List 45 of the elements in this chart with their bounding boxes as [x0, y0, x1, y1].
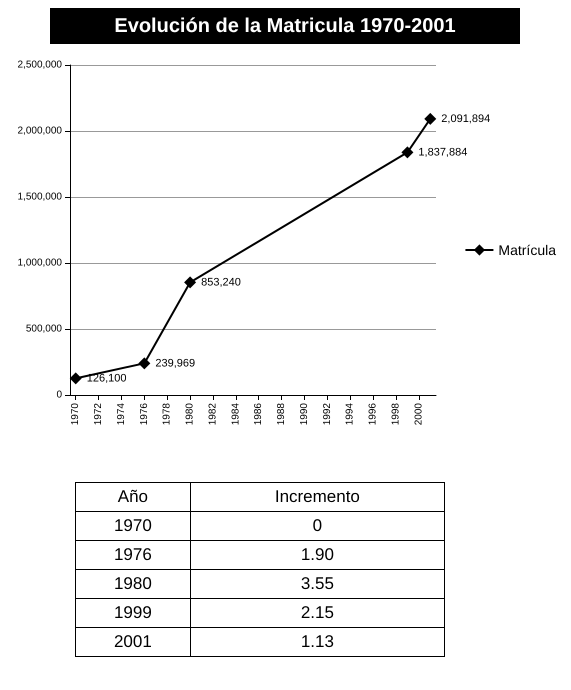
point [138, 357, 150, 370]
x-tick-label: 1988 [276, 402, 288, 426]
y-tick-label: 500,000 [26, 324, 62, 334]
point [184, 276, 196, 288]
data-label: 853,240 [201, 276, 241, 288]
y-tick-label: 1,000,000 [18, 258, 62, 268]
category-label: 1980 [76, 570, 190, 598]
x-tick-label: 1982 [207, 402, 218, 426]
text: 2.15 [300, 603, 334, 622]
text: 1.90 [300, 545, 334, 564]
x-tick-label: 1972 [93, 402, 104, 426]
x-tick-label: 1984 [230, 402, 242, 426]
point [424, 112, 436, 125]
category-label: 1970 [76, 512, 190, 540]
x-tick-label: 1976 [138, 402, 150, 426]
text: 3.55 [300, 574, 334, 593]
legend-label: Matrícula [498, 242, 556, 258]
y-tick-label: 0 [56, 390, 62, 400]
x-tick-label: 1992 [322, 402, 333, 426]
x-tick-label: 1996 [368, 402, 379, 426]
data-label: 239,969 [155, 357, 196, 370]
x-tick-label: 1974 [116, 402, 127, 426]
data-label: 1,837,884 [418, 146, 468, 158]
x-tick-label: 1986 [253, 402, 264, 426]
category-label: 2001 [76, 628, 190, 656]
category-label: 1976 [76, 540, 190, 570]
x-tick-label: 1970 [70, 402, 82, 426]
chart-title: Evolución de la Matricula 1970-2001 [50, 8, 520, 44]
point [70, 372, 82, 384]
x-tick-label: 1978 [162, 402, 173, 426]
text: 0 [312, 516, 322, 535]
y-tick-label: 1,500,000 [18, 192, 62, 202]
text: Año [76, 482, 190, 512]
x-tick-label: 2000 [413, 402, 424, 426]
x-tick-label: 1990 [298, 402, 310, 426]
y-tick-label: 2,500,000 [18, 60, 62, 70]
x-tick-label: 1998 [390, 402, 402, 426]
point [401, 146, 414, 158]
text: 1.13 [300, 632, 334, 651]
data-label: 2,091,894 [441, 112, 490, 125]
y-tick-label: 2,000,000 [18, 126, 62, 136]
x-tick-label: 1980 [184, 402, 196, 426]
category-label: 1999 [76, 598, 190, 628]
x-tick-label: 1994 [344, 402, 356, 426]
text: Incremento [190, 482, 444, 512]
